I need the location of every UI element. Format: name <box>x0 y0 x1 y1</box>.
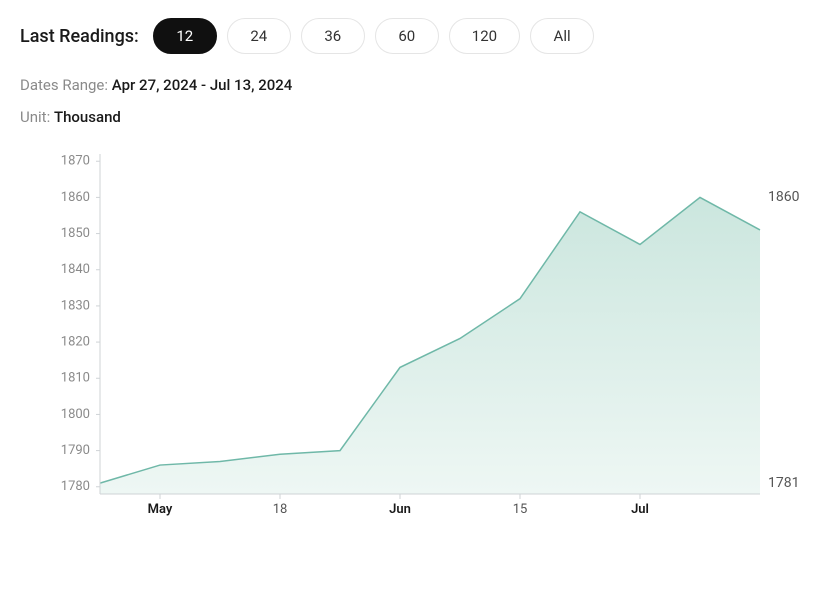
unit-label: Unit: <box>20 108 50 126</box>
svg-text:Jun: Jun <box>389 502 411 517</box>
unit-value: Thousand <box>54 108 121 126</box>
svg-text:1860: 1860 <box>768 189 800 205</box>
svg-text:1800: 1800 <box>61 407 90 422</box>
svg-text:1781: 1781 <box>768 475 799 491</box>
readings-label: Last Readings: <box>20 26 139 47</box>
svg-text:May: May <box>148 502 173 517</box>
svg-text:1850: 1850 <box>61 226 90 241</box>
svg-text:1820: 1820 <box>61 335 90 350</box>
readings-pill-60[interactable]: 60 <box>375 18 439 54</box>
svg-text:Jul: Jul <box>631 502 649 517</box>
svg-text:1780: 1780 <box>61 479 90 494</box>
readings-selector-row: Last Readings: 12 24 36 60 120 All <box>20 18 808 54</box>
svg-text:1790: 1790 <box>61 443 90 458</box>
readings-pill-all[interactable]: All <box>530 18 594 54</box>
dates-range-value: Apr 27, 2024 - Jul 13, 2024 <box>112 76 293 94</box>
svg-text:1840: 1840 <box>61 262 90 277</box>
dates-range-label: Dates Range: <box>20 76 108 94</box>
unit-row: Unit: Thousand <box>20 108 808 126</box>
readings-pill-12[interactable]: 12 <box>153 18 217 54</box>
pills-container: 12 24 36 60 120 All <box>153 18 594 54</box>
svg-text:1810: 1810 <box>61 371 90 386</box>
readings-pill-36[interactable]: 36 <box>301 18 365 54</box>
svg-text:1870: 1870 <box>61 154 90 169</box>
dates-range-row: Dates Range: Apr 27, 2024 - Jul 13, 2024 <box>20 76 808 94</box>
readings-chart: 1780 1790 1800 1810 1820 1830 1840 1850 1860 1870… <box>20 144 808 544</box>
readings-pill-120[interactable]: 120 <box>449 18 520 54</box>
readings-pill-24[interactable]: 24 <box>227 18 291 54</box>
svg-text:15: 15 <box>513 502 528 517</box>
svg-text:18: 18 <box>273 502 288 517</box>
svg-text:1860: 1860 <box>61 190 90 205</box>
svg-text:1830: 1830 <box>61 298 90 313</box>
